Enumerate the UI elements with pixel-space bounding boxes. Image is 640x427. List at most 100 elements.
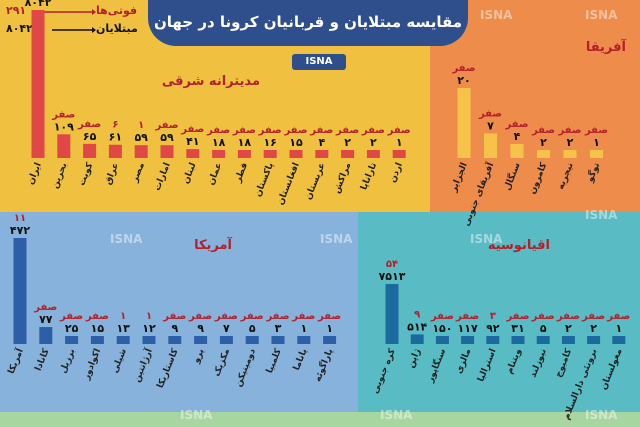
category-label: عمان — [206, 161, 224, 186]
category-label: برزیل — [59, 347, 78, 374]
category-label: ویتنام — [505, 347, 524, 375]
data-label-deaths: صفر — [51, 109, 75, 120]
america-panel: آمریکا — [0, 212, 358, 412]
watermark: ISNA — [480, 8, 513, 22]
category-label: لبنان — [181, 161, 198, 185]
bar — [612, 336, 626, 344]
data-label-cases: ۱۸ — [238, 136, 252, 149]
category-label: توگو — [583, 161, 602, 185]
bar — [142, 336, 156, 344]
data-label-cases: ۱۱۷ — [458, 322, 478, 335]
bar — [461, 336, 475, 344]
watermark: ISNA — [470, 232, 503, 246]
data-label-cases: ۱۰۹ — [54, 120, 74, 133]
data-label-cases: ۴ — [514, 130, 521, 143]
data-label-cases: ۱۲ — [142, 322, 156, 335]
data-label-cases: ۷۷ — [39, 313, 53, 326]
region-title-oceania: اقیانوسیه — [487, 238, 550, 253]
data-label-deaths: صفر — [584, 125, 608, 136]
region-title-america: آمریکا — [194, 238, 232, 253]
data-label-deaths: صفر — [505, 311, 529, 322]
data-label-deaths: صفر — [317, 311, 341, 322]
category-label: آرژانتین — [130, 346, 155, 384]
data-label-cases: ۵ — [540, 322, 547, 335]
data-label-cases: ۴۱ — [186, 135, 199, 148]
bar — [31, 10, 45, 158]
data-label-deaths: صفر — [85, 311, 109, 322]
data-label-cases: ۱ — [615, 322, 622, 335]
watermark: ISNA — [585, 408, 618, 422]
data-label-deaths: صفر — [162, 311, 186, 322]
bar — [410, 334, 424, 344]
category-label: کاستاریکا — [156, 347, 181, 390]
legend-deaths-value: ۲۹۱ — [6, 4, 27, 17]
bar — [561, 336, 575, 344]
watermark: ISNA — [320, 232, 353, 246]
data-label-deaths: صفر — [606, 311, 630, 322]
data-label-cases: ۴ — [318, 136, 325, 149]
category-label: تارانایا — [359, 161, 379, 191]
category-label: مغولستان — [599, 347, 625, 391]
data-label-deaths: صفر — [77, 119, 101, 130]
bar — [315, 150, 329, 158]
data-label-deaths: صفر — [478, 109, 502, 120]
category-label: کامبوج — [554, 347, 575, 379]
data-label-deaths: صفر — [214, 311, 238, 322]
watermark: ISNA — [180, 408, 213, 422]
data-label-deaths: ۱ — [120, 311, 126, 322]
data-label-cases: ۱۸ — [212, 136, 226, 149]
brand-logo: ISNA — [292, 54, 346, 70]
data-label-deaths: صفر — [258, 125, 282, 136]
data-label-cases: ۵ — [249, 322, 256, 335]
bar — [385, 284, 399, 344]
category-label: عربستان — [304, 161, 328, 201]
bar — [194, 336, 208, 344]
bar — [168, 336, 182, 344]
oceania-panel: اقیانوسیه — [358, 212, 640, 412]
data-label-deaths: صفر — [188, 311, 212, 322]
data-label-deaths: صفر — [59, 311, 83, 322]
category-label: شیلی — [110, 347, 129, 374]
category-label: ژاپن — [406, 347, 423, 369]
bar — [212, 150, 226, 158]
bar — [484, 133, 497, 158]
data-label-cases: ۵۹ — [134, 131, 148, 144]
data-label-deaths: ۹ — [414, 309, 420, 320]
bar — [245, 336, 259, 344]
data-label-cases: ۱ — [326, 322, 333, 335]
legend-deaths-label: فوتی‌ها — [96, 4, 138, 17]
bar — [457, 88, 471, 158]
bar — [186, 149, 200, 158]
data-label-cases: ۲ — [565, 322, 572, 335]
category-label: کامرون — [528, 161, 550, 196]
data-label-cases: ۲ — [567, 136, 574, 149]
bar — [590, 150, 603, 158]
data-label-cases: ۲ — [540, 136, 547, 149]
bottom-strip — [0, 412, 640, 427]
watermark: ISNA — [585, 8, 618, 22]
data-label-deaths: صفر — [291, 311, 315, 322]
region-title-africa: آفریقا — [585, 40, 626, 55]
data-label-deaths: صفر — [451, 63, 475, 74]
data-label-cases: ۱۳ — [116, 322, 130, 335]
legend-cases-label: مبتلایان — [96, 22, 138, 35]
data-label-cases: ۳ — [275, 322, 282, 335]
category-label: اکوادور — [81, 347, 103, 382]
category-label: آمریکا — [5, 346, 26, 376]
data-label-deaths: صفر — [557, 125, 581, 136]
data-label-cases: ۹ — [197, 322, 204, 335]
category-label: عراق — [103, 161, 121, 186]
bar — [563, 150, 577, 158]
bar — [39, 327, 53, 344]
category-label: استرالیا — [476, 347, 498, 383]
data-label-deaths: ۶ — [112, 120, 118, 131]
bar — [537, 150, 550, 158]
data-label-cases: ۸۰۴۲ — [25, 0, 52, 9]
data-label-deaths: صفر — [240, 311, 264, 322]
category-label: مراکش — [332, 161, 353, 195]
data-label-deaths: صفر — [430, 311, 454, 322]
data-label-cases: ۲۵ — [65, 322, 79, 335]
watermark: ISNA — [585, 208, 618, 222]
bar — [323, 336, 337, 344]
